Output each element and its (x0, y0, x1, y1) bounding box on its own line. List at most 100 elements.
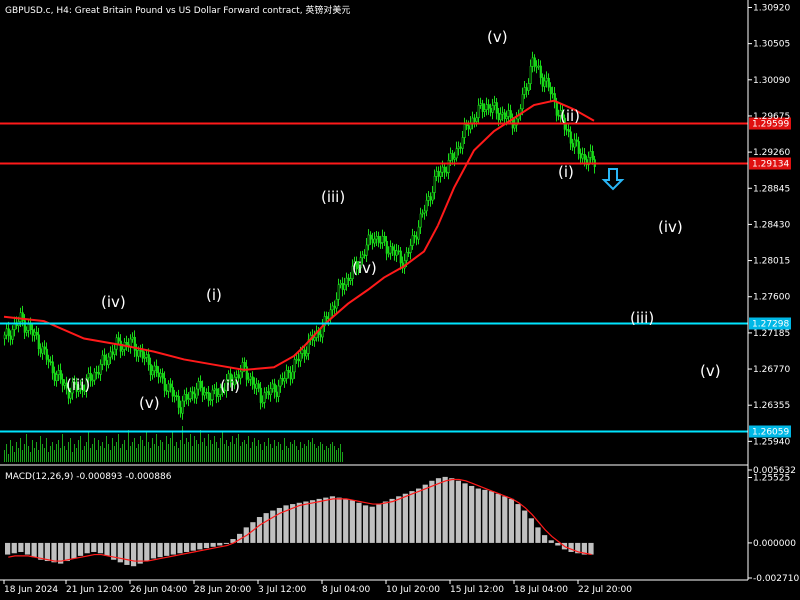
macd-histogram-bar (396, 496, 402, 543)
candle-body (541, 77, 544, 87)
candle-body (393, 249, 396, 256)
candle-body (399, 250, 402, 264)
macd-panel[interactable]: 0.005632 0.000000 -0.002710 (5, 466, 799, 584)
candle-body (21, 312, 24, 321)
candle-body (525, 87, 528, 91)
y-tick-label: 1.28430 (753, 220, 790, 230)
candle-body (583, 154, 586, 160)
price-panel[interactable]: 1.29599 1.29134 1.27298 1.26059 (v) (iv) (iii)… (0, 28, 791, 462)
candle-body (313, 337, 316, 341)
candle-body (3, 334, 6, 339)
candle-body (513, 124, 516, 129)
macd-histogram-bar (475, 488, 481, 543)
y-tick-label: 1.25525 (753, 474, 790, 484)
macd-histogram-bar (402, 493, 408, 543)
candle-body (179, 407, 182, 414)
candle-body (205, 392, 208, 394)
candle-body (415, 236, 418, 240)
price-level-badge (749, 117, 791, 130)
macd-histogram-bar (44, 542, 51, 562)
macd-histogram-bar (581, 542, 587, 555)
candle-body (419, 213, 422, 228)
price-level-badge (749, 425, 791, 438)
candle-body (301, 349, 304, 354)
candle-body (151, 370, 154, 376)
candle-body (97, 372, 100, 375)
moving-average-line (3, 224, 439, 371)
x-tick-label: 28 Jun 20:00 (194, 585, 251, 595)
candle-body (71, 381, 74, 394)
moving-average-line-upper (437, 99, 595, 226)
down-arrow-icon (601, 168, 625, 191)
candle-body (481, 103, 484, 112)
macd-histogram-bar (449, 478, 455, 543)
candle-body (143, 357, 146, 359)
candle-body (113, 348, 116, 355)
candle-body (271, 383, 274, 389)
wave-label-projection: (v) (700, 362, 721, 380)
candle-body (89, 373, 92, 381)
candle-body (93, 371, 96, 381)
candle-body (49, 361, 52, 363)
candle-body (579, 153, 582, 159)
y-tick-label: 1.30505 (753, 40, 790, 50)
candle-body (589, 151, 592, 158)
macd-histogram-bar (276, 507, 283, 543)
candle-body (169, 383, 172, 388)
chart-title: GBPUSD.c, H4: Great Britain Pound vs US … (5, 4, 350, 16)
candle-body (103, 354, 106, 361)
candle-body (441, 166, 444, 173)
macd-histogram-bar (24, 542, 31, 555)
candle-body (231, 381, 234, 386)
candle-body (273, 383, 276, 393)
candle-body (87, 373, 90, 379)
candle-body (223, 389, 226, 392)
candle-body (445, 171, 448, 174)
macd-histogram-bar (382, 501, 389, 543)
candle-body (357, 267, 360, 270)
macd-y-tick-label: -0.002710 (753, 574, 799, 584)
candle-body (427, 196, 430, 201)
candle-body (119, 340, 122, 352)
candle-body (557, 115, 560, 117)
candle-body (435, 171, 438, 177)
candle-body (165, 390, 168, 392)
candle-body (31, 329, 34, 336)
candle-body (79, 384, 82, 389)
candle-body (339, 283, 342, 286)
y-tick-label: 1.28015 (753, 257, 790, 267)
candle-body (57, 370, 60, 375)
x-tick-label: 3 Jul 12:00 (258, 585, 307, 595)
candle-body (293, 359, 296, 373)
candle-body (261, 401, 264, 404)
candle-body (95, 371, 98, 374)
candle-body (183, 394, 186, 402)
candle-body (391, 246, 394, 251)
macd-histogram-bar (469, 485, 475, 543)
candle-body (235, 374, 238, 378)
candle-body (515, 118, 518, 126)
candle-body (475, 117, 478, 122)
macd-histogram-bar (309, 500, 316, 543)
macd-histogram-bar (362, 505, 369, 543)
macd-histogram-bar (256, 517, 263, 543)
candle-body (479, 103, 482, 106)
candle-body (549, 86, 552, 95)
candle-body (349, 278, 352, 281)
candle-body (347, 277, 350, 281)
price-level-badge (749, 317, 791, 330)
candle-body (299, 353, 302, 362)
candle-body (73, 381, 76, 385)
macd-histogram-bar (588, 542, 594, 555)
candle-body (47, 359, 50, 362)
candle-body (137, 350, 140, 357)
macd-histogram-bar (270, 510, 276, 543)
macd-histogram-bar (508, 498, 515, 543)
candle-body (91, 379, 94, 382)
x-tick-label: 8 Jul 04:00 (322, 585, 371, 595)
candle-body (507, 110, 510, 117)
candle-body (11, 329, 14, 340)
candle-body (61, 378, 64, 386)
macd-histogram-bar (5, 542, 11, 555)
